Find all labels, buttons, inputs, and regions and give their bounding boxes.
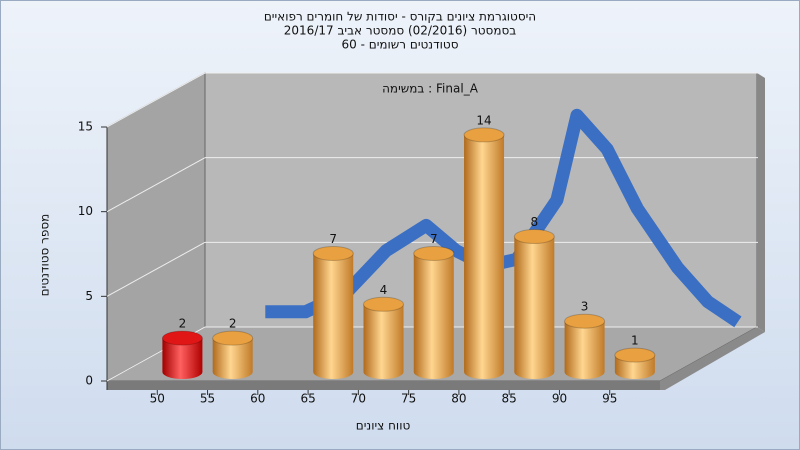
bar-top bbox=[513, 229, 555, 245]
x-tick-label: 60 bbox=[250, 392, 265, 406]
bar-base bbox=[363, 365, 404, 379]
bar bbox=[564, 321, 605, 372]
x-tick-label: 50 bbox=[150, 392, 165, 406]
chart-title: היסטוגרמת ציונים בקורס - יסודות של חומרי… bbox=[264, 10, 536, 24]
x-tick-label: 85 bbox=[502, 392, 517, 406]
bar-base bbox=[212, 365, 253, 379]
bar bbox=[313, 253, 354, 372]
floor-edge bbox=[107, 381, 660, 390]
data-label: 7 bbox=[329, 232, 337, 246]
bar-top bbox=[312, 245, 354, 261]
bar bbox=[363, 304, 404, 372]
y-tick-label: 0 bbox=[85, 374, 93, 388]
floor-side bbox=[660, 327, 765, 390]
bar-base bbox=[564, 365, 605, 379]
data-label: 2 bbox=[229, 317, 237, 331]
data-label: 4 bbox=[380, 283, 388, 297]
bar-base bbox=[313, 365, 354, 379]
bar-base bbox=[464, 365, 505, 379]
x-tick-label: 75 bbox=[401, 392, 416, 406]
grid-line bbox=[106, 157, 206, 213]
bar-base bbox=[413, 365, 454, 379]
x-tick-label: 80 bbox=[451, 392, 466, 406]
bar-top bbox=[161, 330, 203, 346]
annotation: Final_A : במשימה bbox=[382, 82, 479, 96]
bar bbox=[464, 134, 505, 372]
data-label: 7 bbox=[430, 232, 438, 246]
data-label: 1 bbox=[631, 334, 639, 348]
y-tick-label: 5 bbox=[85, 289, 93, 303]
x-tick-label: 90 bbox=[552, 392, 567, 406]
x-axis-label: טווח ציונים bbox=[356, 419, 411, 433]
data-label: 2 bbox=[179, 317, 187, 331]
y-tick-label: 15 bbox=[78, 120, 93, 134]
data-label: 8 bbox=[530, 215, 538, 229]
bar-top bbox=[564, 313, 606, 329]
data-label: 3 bbox=[581, 300, 589, 314]
x-tick-label: 70 bbox=[351, 392, 366, 406]
x-tick-label: 55 bbox=[200, 392, 215, 406]
bar bbox=[514, 236, 555, 372]
bar-top bbox=[614, 347, 656, 363]
bar-top bbox=[363, 296, 404, 312]
bar-base bbox=[162, 365, 203, 379]
wall-edge bbox=[757, 73, 765, 332]
data-label: 14 bbox=[476, 113, 491, 127]
bar bbox=[413, 253, 454, 372]
y-axis-label: מספר סטודנטים bbox=[38, 214, 52, 297]
bar-base bbox=[614, 365, 655, 379]
grid-line bbox=[106, 241, 206, 297]
x-tick-label: 95 bbox=[602, 392, 617, 406]
y-tick-label: 10 bbox=[78, 204, 93, 218]
chart-subtitle: בסמסטר (02/2016) סמסטר אביב 2016/17 bbox=[284, 24, 516, 38]
bar-base bbox=[514, 365, 555, 379]
bar-top bbox=[413, 245, 455, 261]
bar-top bbox=[212, 330, 254, 346]
x-tick-label: 65 bbox=[300, 392, 315, 406]
chart-subtitle: סטודנטים רשומים - 60 bbox=[341, 38, 458, 52]
grid-line bbox=[106, 72, 206, 128]
bar-top bbox=[463, 127, 505, 143]
